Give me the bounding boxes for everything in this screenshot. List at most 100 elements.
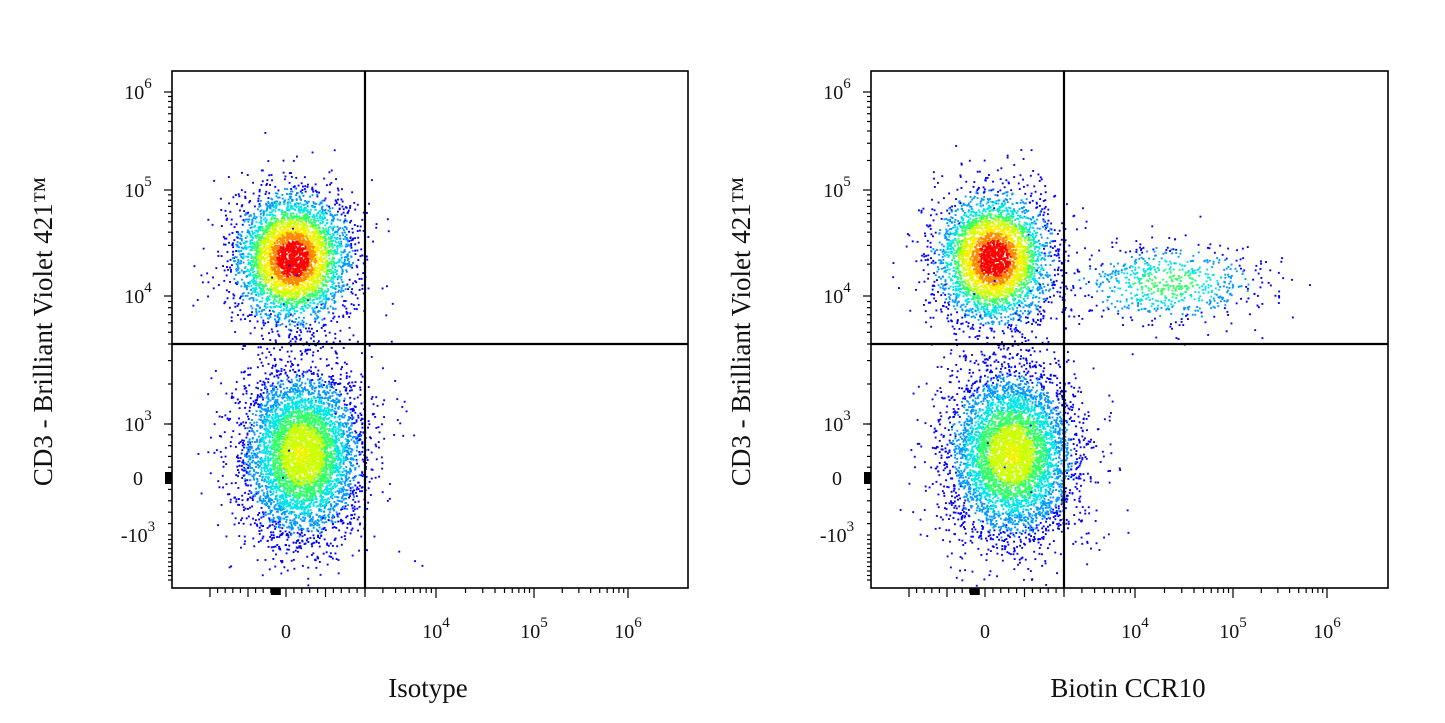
event-dot [221, 416, 224, 418]
event-dot [236, 421, 239, 424]
event-dot [313, 259, 316, 262]
event-dot [292, 217, 294, 220]
event-dot [312, 275, 315, 277]
event-dot [289, 307, 292, 310]
event-dot [282, 293, 284, 295]
event-dot [314, 208, 316, 211]
event-dot [277, 293, 280, 295]
event-dot [275, 273, 278, 275]
event-dot [284, 256, 286, 259]
event-dot [322, 218, 325, 221]
event-dot [282, 290, 285, 293]
event-dot [316, 292, 319, 294]
event-dot [225, 289, 228, 292]
event-dot [249, 523, 252, 526]
event-dot [292, 240, 294, 243]
event-dot [268, 525, 271, 528]
event-dot [241, 230, 244, 233]
event-dot [338, 259, 341, 262]
event-dot [271, 367, 274, 369]
event-dot [337, 290, 340, 293]
event-dot [284, 364, 287, 367]
event-dot [312, 340, 315, 343]
event-dot [277, 261, 280, 264]
event-dot [322, 254, 324, 256]
event-dot [355, 264, 358, 267]
event-dot [283, 200, 286, 203]
event-dot [265, 276, 268, 279]
event-dot [319, 260, 322, 263]
event-dot [311, 266, 313, 269]
event-dot [252, 281, 254, 283]
event-dot [367, 501, 370, 504]
event-dot [272, 209, 275, 211]
event-dot [289, 333, 292, 336]
event-dot [235, 445, 237, 448]
event-dot [268, 298, 271, 301]
event-dot [223, 302, 226, 305]
event-dot [244, 218, 247, 221]
event-dot [305, 265, 308, 268]
event-dot [236, 264, 239, 267]
event-dot [289, 235, 292, 237]
event-dot [276, 235, 279, 238]
event-dot [304, 266, 306, 268]
event-dot [286, 242, 289, 245]
event-dot [192, 304, 195, 307]
event-dot [314, 296, 317, 299]
event-dot [233, 294, 236, 297]
event-dot [260, 216, 263, 219]
event-dot [340, 240, 343, 243]
event-dot [298, 246, 301, 249]
event-dot [301, 372, 304, 375]
event-dot [322, 293, 325, 296]
event-dot [311, 272, 314, 274]
event-dot [298, 230, 300, 233]
event-dot [325, 249, 328, 251]
event-dot [283, 566, 286, 569]
event-dot [351, 231, 354, 234]
event-dot [284, 289, 287, 292]
event-dot [303, 176, 306, 179]
event-dot [260, 327, 263, 330]
event-dot [286, 360, 289, 363]
event-dot [273, 278, 275, 281]
event-dot [278, 295, 281, 297]
event-dot [365, 475, 368, 478]
event-dot [413, 434, 416, 437]
event-dot [398, 550, 401, 553]
event-dot [259, 393, 262, 396]
event-dot [266, 527, 269, 529]
event-dot [282, 289, 284, 292]
event-dot [340, 256, 343, 259]
event-dot [294, 261, 297, 264]
event-dot [298, 247, 301, 250]
event-dot [251, 263, 253, 266]
event-dot [334, 203, 336, 206]
event-dot [272, 232, 275, 234]
event-dot [293, 274, 296, 277]
event-dot [320, 300, 323, 303]
event-dot [258, 236, 260, 239]
event-dot [328, 244, 331, 247]
event-dot [362, 292, 365, 295]
event-dot [274, 286, 277, 289]
event-dot [234, 517, 237, 520]
event-dot [273, 227, 276, 230]
event-dot [275, 287, 278, 290]
event-dot [351, 492, 354, 494]
event-dot [238, 442, 241, 445]
event-dot [305, 322, 308, 325]
event-dot [259, 380, 262, 382]
event-dot [244, 266, 247, 268]
event-dot [319, 221, 322, 224]
event-dot [306, 247, 309, 250]
event-dot [243, 439, 245, 442]
event-dot [280, 278, 283, 281]
event-dot [261, 247, 264, 250]
event-dot [234, 282, 237, 285]
event-dot [303, 207, 306, 209]
event-dot [281, 197, 284, 200]
event-dot [256, 266, 259, 269]
event-dot [283, 219, 286, 222]
